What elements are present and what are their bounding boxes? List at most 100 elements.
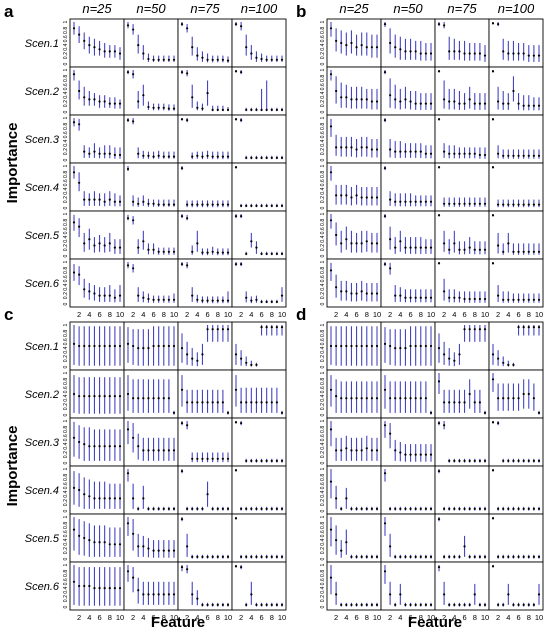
median-point: [424, 344, 427, 348]
median-point: [375, 46, 379, 49]
median-point: [255, 204, 258, 207]
y-tick-label: 0.8: [63, 570, 69, 577]
median-point: [191, 555, 194, 559]
median-point: [157, 549, 160, 552]
median-point: [453, 202, 456, 205]
median-point: [458, 50, 461, 53]
median-point: [137, 589, 140, 592]
median-point: [507, 555, 510, 559]
median-point: [250, 156, 253, 159]
median-point: [157, 106, 160, 109]
y-tick-label: 0: [63, 206, 69, 209]
median-point: [522, 154, 525, 157]
median-point: [83, 395, 86, 398]
median-point: [98, 294, 101, 297]
median-point: [103, 587, 106, 590]
median-point: [532, 298, 535, 301]
median-point: [142, 200, 145, 203]
median-point: [522, 203, 525, 206]
median-point: [167, 58, 170, 61]
median-point: [375, 397, 379, 400]
median-point: [255, 401, 258, 404]
median-point: [240, 25, 243, 28]
median-point: [329, 171, 333, 174]
subplot-frame: [123, 513, 179, 563]
median-point: [527, 507, 530, 510]
median-point: [88, 198, 91, 201]
y-tick-label: 1: [320, 371, 326, 374]
subplot: [380, 513, 436, 563]
subplot: [434, 465, 490, 515]
median-point: [360, 555, 363, 559]
median-point: [404, 98, 407, 101]
median-point: [507, 507, 510, 510]
median-point: [512, 203, 515, 206]
median-point: [383, 522, 387, 525]
median-point: [340, 96, 343, 99]
median-point: [88, 395, 91, 398]
subplot-frame: [69, 210, 125, 260]
median-point: [234, 388, 238, 391]
x-tick-label: 6: [259, 613, 263, 622]
median-point: [211, 555, 214, 559]
median-point: [206, 154, 209, 157]
median-point: [532, 459, 535, 462]
median-point: [389, 267, 392, 270]
median-point: [103, 344, 106, 348]
median-point: [399, 555, 402, 559]
median-point: [383, 388, 387, 391]
median-point: [424, 52, 427, 55]
median-point: [483, 507, 487, 510]
median-point: [260, 401, 263, 404]
median-point: [196, 242, 199, 245]
subplot: 0 0.2 0.40.60.8 1: [63, 417, 125, 467]
median-point: [360, 344, 363, 348]
median-point: [196, 298, 199, 301]
median-point: [142, 52, 145, 55]
median-point: [429, 152, 433, 155]
median-point: [83, 242, 86, 245]
median-point: [383, 167, 387, 170]
x-tick-label: 10: [373, 310, 381, 319]
median-point: [245, 156, 248, 159]
median-point: [424, 397, 427, 400]
median-point: [240, 401, 243, 404]
median-point: [345, 397, 348, 400]
median-point: [414, 555, 417, 559]
subplot-frame: [326, 561, 382, 611]
median-point: [360, 146, 363, 149]
median-point: [370, 449, 373, 452]
subplot: 0 0.2 0.40.60.8 1: [320, 513, 382, 563]
y-tick-label: 0.8: [63, 267, 69, 274]
median-point: [512, 397, 515, 400]
median-point: [448, 401, 451, 404]
median-point: [365, 507, 368, 510]
median-point: [537, 203, 541, 206]
median-point: [250, 401, 253, 404]
subplot: [123, 465, 179, 515]
median-point: [375, 603, 379, 607]
median-point: [355, 148, 358, 151]
x-tick-label: 4: [87, 613, 91, 622]
median-point: [419, 200, 422, 203]
y-tick-label: 0.8: [320, 75, 326, 82]
x-tick-label: 10: [224, 613, 232, 622]
panel-letter: b: [296, 2, 306, 21]
median-point: [72, 580, 76, 583]
median-point: [483, 555, 487, 559]
column-header: n=75: [190, 1, 220, 16]
y-tick-label: 0.8: [320, 570, 326, 577]
median-point: [98, 497, 101, 500]
subplot-frame: [488, 18, 544, 68]
median-point: [172, 593, 176, 596]
subplot-frame: [177, 66, 233, 116]
median-point: [443, 424, 446, 427]
subplot: [434, 417, 490, 467]
median-point: [162, 58, 165, 61]
subplot: [123, 66, 179, 116]
median-point: [537, 104, 541, 107]
median-point: [118, 497, 122, 500]
y-tick-label: 0.4: [63, 394, 69, 401]
median-point: [329, 388, 333, 391]
median-point: [221, 108, 224, 111]
